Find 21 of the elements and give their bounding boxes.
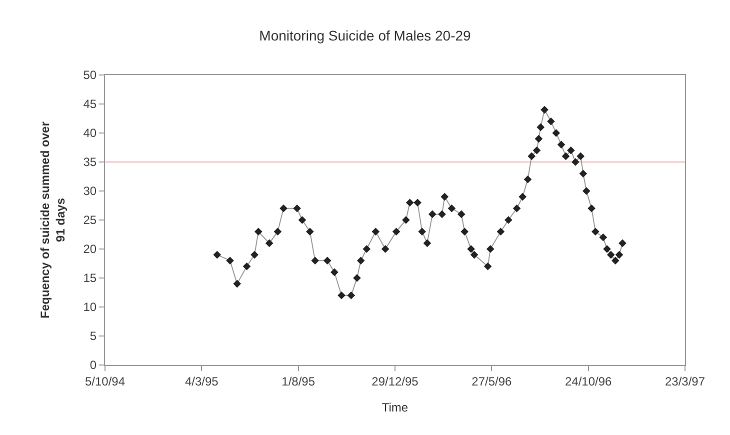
x-axis-title: Time — [382, 400, 408, 414]
x-tick-label: 5/10/94 — [84, 374, 126, 388]
y-tick-label: 25 — [83, 213, 97, 228]
y-tick-label: 5 — [90, 329, 97, 344]
y-tick-label: 10 — [83, 300, 97, 314]
y-tick-label: 45 — [83, 97, 97, 112]
y-tick-label: 50 — [83, 68, 97, 82]
chart-title: Monitoring Suicide of Males 20-29 — [259, 27, 472, 44]
y-axis-title: Fequency of suicide summed over 91 days — [38, 121, 68, 318]
y-tick-label: 35 — [83, 155, 97, 170]
x-tick-label: 24/10/96 — [564, 374, 612, 388]
x-tick-label: 1/8/95 — [282, 374, 316, 388]
y-tick-label: 30 — [83, 184, 97, 198]
x-tick-label: 27/5/96 — [472, 374, 512, 388]
x-tick-label: 29/12/95 — [372, 374, 419, 388]
y-tick-label: 15 — [83, 271, 97, 286]
x-tick-label: 23/3/97 — [664, 374, 706, 388]
y-tick-label: 40 — [83, 126, 97, 140]
x-tick-label: 4/3/95 — [184, 374, 219, 388]
y-tick-label: 0 — [90, 358, 97, 372]
y-tick-label: 20 — [83, 242, 97, 256]
